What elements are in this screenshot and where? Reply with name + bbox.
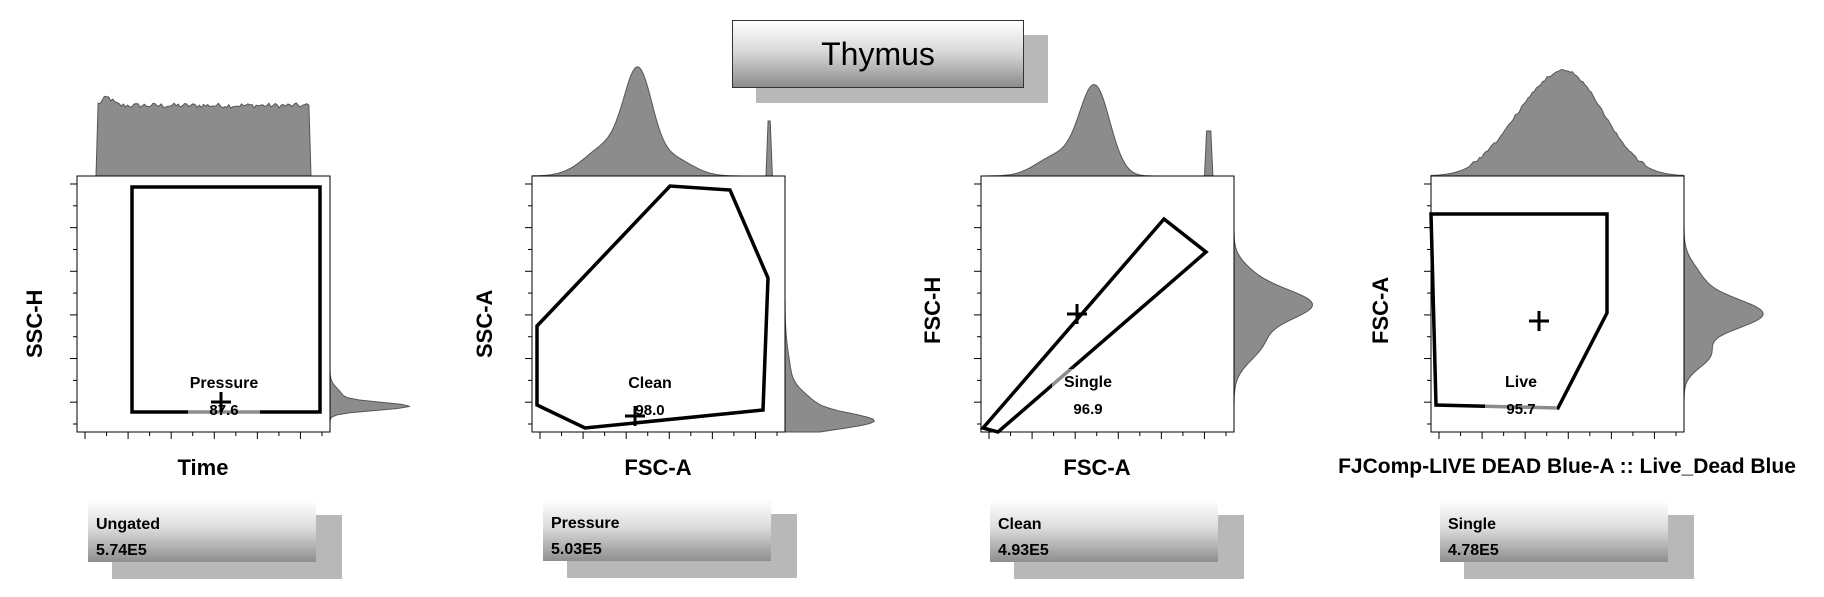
report-title-box: Thymus bbox=[732, 20, 1048, 103]
plot-4-top-histogram bbox=[1430, 68, 1685, 177]
plot-1-top-histogram bbox=[77, 95, 330, 177]
plot-1-gate-centroid bbox=[211, 392, 231, 412]
plot-4-info: Single 4.78E5 bbox=[1440, 500, 1694, 579]
plot-2-gate-name: Clean bbox=[628, 375, 672, 392]
info-box: Single 4.78E5 bbox=[1440, 500, 1668, 562]
plot-2-gate-centroid bbox=[625, 406, 645, 426]
plot-3-gate-name: Single bbox=[1064, 374, 1112, 391]
plot-2-top-histogram bbox=[531, 66, 785, 177]
plot-3-gate-label: Single 96.9 bbox=[1052, 369, 1124, 418]
plot-1-event-count: 5.74E5 bbox=[96, 542, 147, 559]
plot-3-gate-percent: 96.9 bbox=[1073, 401, 1102, 418]
plot-4-parent-population: Single bbox=[1448, 516, 1497, 533]
plot-3-top-histogram bbox=[981, 84, 1234, 177]
plot-3-info: Clean 4.93E5 bbox=[990, 500, 1244, 579]
plot-2-event-count: 5.03E5 bbox=[551, 541, 602, 558]
plot-1-right-histogram bbox=[329, 176, 411, 432]
plot-3-gate-centroid bbox=[1067, 304, 1087, 324]
plot-3-parent-population: Clean bbox=[998, 516, 1042, 533]
plot-2-xlabel: FSC-A bbox=[624, 455, 692, 480]
plot-2-gate bbox=[535, 184, 770, 430]
plot-4-gate-centroid bbox=[1529, 311, 1549, 331]
plot-4-gate-percent: 95.7 bbox=[1506, 401, 1535, 418]
info-box: Ungated 5.74E5 bbox=[88, 500, 316, 562]
plot-3-event-count: 4.93E5 bbox=[998, 542, 1049, 559]
plot-4-gate bbox=[1429, 212, 1609, 410]
plot-3-xlabel: FSC-A bbox=[1063, 455, 1131, 480]
plot-1-gate-percent: 87.6 bbox=[209, 402, 238, 419]
plot-4-right-histogram bbox=[1683, 176, 1764, 432]
plot-4-xlabel: FJComp-LIVE DEAD Blue-A :: Live_Dead Blu… bbox=[1338, 455, 1796, 478]
info-box: Clean 4.93E5 bbox=[990, 500, 1218, 562]
plot-3-gate bbox=[979, 216, 1209, 434]
plot-1-xlabel: Time bbox=[177, 455, 229, 480]
plot-4-gate-label: Live 95.7 bbox=[1485, 369, 1557, 418]
plot-4-frame bbox=[1424, 175, 1685, 439]
plot-1-info: Ungated 5.74E5 bbox=[88, 500, 342, 579]
plot-2-right-histogram bbox=[784, 176, 875, 433]
plot-1-gate-label: Pressure 87.6 bbox=[188, 370, 260, 419]
plot-2-info: Pressure 5.03E5 bbox=[543, 499, 797, 578]
plot-1-parent-population: Ungated bbox=[96, 516, 160, 533]
plot-4-ylabel: FSC-A bbox=[1368, 276, 1393, 344]
plot-2-ylabel: SSC-A bbox=[472, 289, 497, 358]
plot-1-gate-name: Pressure bbox=[190, 375, 259, 392]
plot-4-event-count: 4.78E5 bbox=[1448, 542, 1499, 559]
plot-3-ylabel: FSC-H bbox=[920, 276, 945, 344]
plot-2-parent-population: Pressure bbox=[551, 515, 620, 532]
info-box: Pressure 5.03E5 bbox=[543, 499, 771, 561]
report-title: Thymus bbox=[732, 20, 1024, 88]
plot-3-right-histogram bbox=[1233, 176, 1314, 432]
plot-1-ylabel: SSC-H bbox=[22, 289, 47, 358]
plot-4-gate-name: Live bbox=[1505, 374, 1537, 391]
